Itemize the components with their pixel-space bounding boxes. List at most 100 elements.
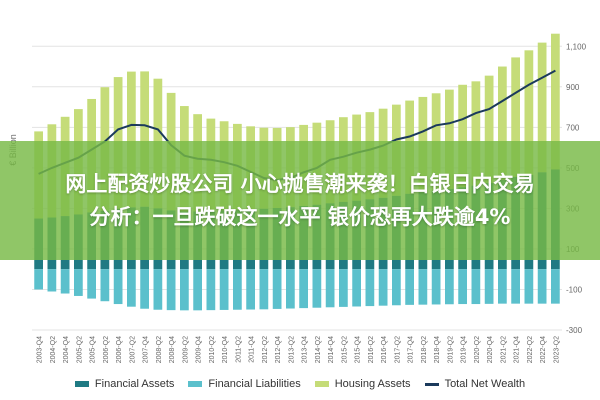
- x-tick-label: 2004-Q4: [63, 336, 70, 363]
- financial-liabilities-bar: [511, 269, 520, 304]
- financial-liabilities-bar: [286, 269, 295, 309]
- financial-liabilities-bar: [100, 269, 110, 302]
- financial-liabilities-bar: [418, 269, 428, 305]
- financial-liabilities-bar: [153, 269, 163, 310]
- x-tick-label: 2007-Q2: [129, 336, 136, 363]
- housing-assets-bar: [524, 50, 534, 175]
- housing-assets-bar: [498, 66, 507, 181]
- x-tick-label: 2013-Q2: [288, 336, 295, 363]
- x-tick-label: 2011-Q2: [235, 336, 242, 363]
- financial-liabilities-bar: [246, 269, 255, 310]
- legend-label-financial-liabilities: Financial Liabilities: [208, 378, 301, 390]
- chart-legend: Financial Assets Financial Liabilities H…: [0, 372, 600, 396]
- financial-liabilities-swatch: [188, 381, 203, 387]
- financial-liabilities-bar: [312, 269, 322, 308]
- x-tick-label: 2012-Q2: [262, 336, 269, 363]
- legend-item-housing-assets: Housing Assets: [314, 378, 411, 390]
- legend-label-financial-assets: Financial Assets: [94, 378, 175, 390]
- financial-liabilities-bar: [431, 269, 441, 305]
- financial-liabilities-bar: [74, 269, 83, 296]
- x-tick-label: 2011-Q4: [249, 336, 256, 363]
- housing-assets-bar: [140, 71, 149, 207]
- x-tick-label: 2018-Q4: [434, 336, 441, 363]
- housing-assets-swatch: [314, 381, 329, 387]
- x-tick-label: 2015-Q4: [355, 336, 362, 363]
- financial-liabilities-bar: [180, 269, 189, 311]
- financial-liabilities-bar: [458, 269, 467, 305]
- financial-liabilities-bar: [140, 269, 149, 309]
- financial-liabilities-bar: [193, 269, 202, 311]
- x-tick-label: 2014-Q2: [315, 336, 322, 363]
- housing-assets-bar: [445, 89, 454, 189]
- x-tick-label: 2008-Q4: [169, 336, 176, 363]
- housing-assets-bar: [551, 33, 560, 170]
- y-tick-label: 900: [566, 83, 580, 92]
- x-tick-label: 2007-Q4: [143, 336, 150, 363]
- x-tick-label: 2015-Q2: [341, 336, 348, 363]
- x-tick-label: 2005-Q4: [90, 336, 97, 363]
- financial-liabilities-bar: [471, 269, 481, 305]
- housing-assets-bar: [537, 42, 547, 173]
- x-tick-label: 2012-Q4: [275, 336, 282, 363]
- housing-assets-bar: [471, 81, 481, 186]
- financial-liabilities-bar: [47, 269, 57, 292]
- x-tick-label: 2018-Q2: [421, 336, 428, 363]
- x-tick-label: 2010-Q2: [209, 336, 216, 363]
- x-tick-label: 2022-Q4: [540, 336, 547, 363]
- financial-liabilities-bar: [365, 269, 375, 307]
- financial-liabilities-bar: [524, 269, 534, 304]
- financial-liabilities-bar: [445, 269, 454, 305]
- x-tick-label: 2014-Q4: [328, 336, 335, 363]
- housing-assets-bar: [484, 75, 494, 184]
- legend-item-financial-liabilities: Financial Liabilities: [188, 378, 301, 390]
- x-tick-label: 2009-Q2: [182, 336, 189, 363]
- financial-liabilities-bar: [378, 269, 388, 306]
- x-tick-label: 2021-Q2: [500, 336, 507, 363]
- y-tick-label: -100: [566, 285, 583, 294]
- y-tick-label: 1,100: [566, 42, 587, 51]
- financial-liabilities-bar: [259, 269, 269, 310]
- financial-liabilities-bar: [206, 269, 216, 311]
- x-tick-label: 2019-Q2: [447, 336, 454, 363]
- financial-liabilities-bar: [484, 269, 494, 304]
- legend-item-total-net-wealth: Total Net Wealth: [424, 378, 525, 390]
- financial-assets-swatch: [74, 381, 89, 387]
- financial-liabilities-bar: [299, 269, 308, 309]
- housing-assets-bar: [511, 57, 520, 177]
- housing-assets-bar: [458, 84, 467, 188]
- financial-liabilities-bar: [219, 269, 229, 310]
- x-tick-labels: 2003-Q4 2004-Q2 2004-Q4 2005-Q2 2005-Q4 2006-…: [37, 336, 561, 363]
- x-tick-label: 2003-Q4: [37, 336, 44, 363]
- legend-item-financial-assets: Financial Assets: [74, 378, 175, 390]
- x-tick-label: 2019-Q4: [461, 336, 468, 363]
- financial-liabilities-bar: [272, 269, 282, 309]
- x-tick-label: 2016-Q2: [368, 336, 375, 363]
- total-net-wealth-swatch: [424, 382, 439, 386]
- x-tick-label: 2022-Q2: [527, 336, 534, 363]
- x-tick-label: 2008-Q2: [156, 336, 163, 363]
- financial-liabilities-bar: [392, 269, 401, 306]
- financial-liabilities-bar: [166, 269, 176, 311]
- financial-liabilities-bar: [405, 269, 414, 305]
- financial-liabilities-bar: [233, 269, 242, 310]
- x-tick-label: 2016-Q4: [381, 336, 388, 363]
- financial-liabilities-bar: [60, 269, 70, 294]
- x-tick-label: 2020-Q2: [474, 336, 481, 363]
- headline-line-1: 网上配资炒股公司 小心抛售潮来袭！白银日内交易: [65, 171, 535, 196]
- x-tick-label: 2013-Q4: [302, 336, 309, 363]
- x-tick-label: 2017-Q4: [408, 336, 415, 363]
- y-tick-label: 700: [566, 123, 580, 132]
- x-tick-label: 2006-Q4: [116, 336, 123, 363]
- headline-banner: 网上配资炒股公司 小心抛售潮来袭！白银日内交易 分析：一旦跌破这一水平 银价恐再…: [0, 141, 600, 260]
- financial-liabilities-bar: [325, 269, 335, 308]
- x-tick-label: 2009-Q4: [196, 336, 203, 363]
- financial-liabilities-bar: [352, 269, 361, 307]
- x-tick-label: 2017-Q2: [394, 336, 401, 363]
- financial-liabilities-bar: [537, 269, 547, 304]
- legend-label-housing-assets: Housing Assets: [334, 378, 411, 390]
- x-tick-label: 2023-Q2: [553, 336, 560, 363]
- financial-liabilities-bar: [34, 269, 43, 290]
- headline-line-2: 分析：一旦跌破这一水平 银价恐再大跌逾4%: [89, 204, 511, 229]
- financial-liabilities-bar: [113, 269, 123, 305]
- financial-liabilities-bar: [127, 269, 136, 307]
